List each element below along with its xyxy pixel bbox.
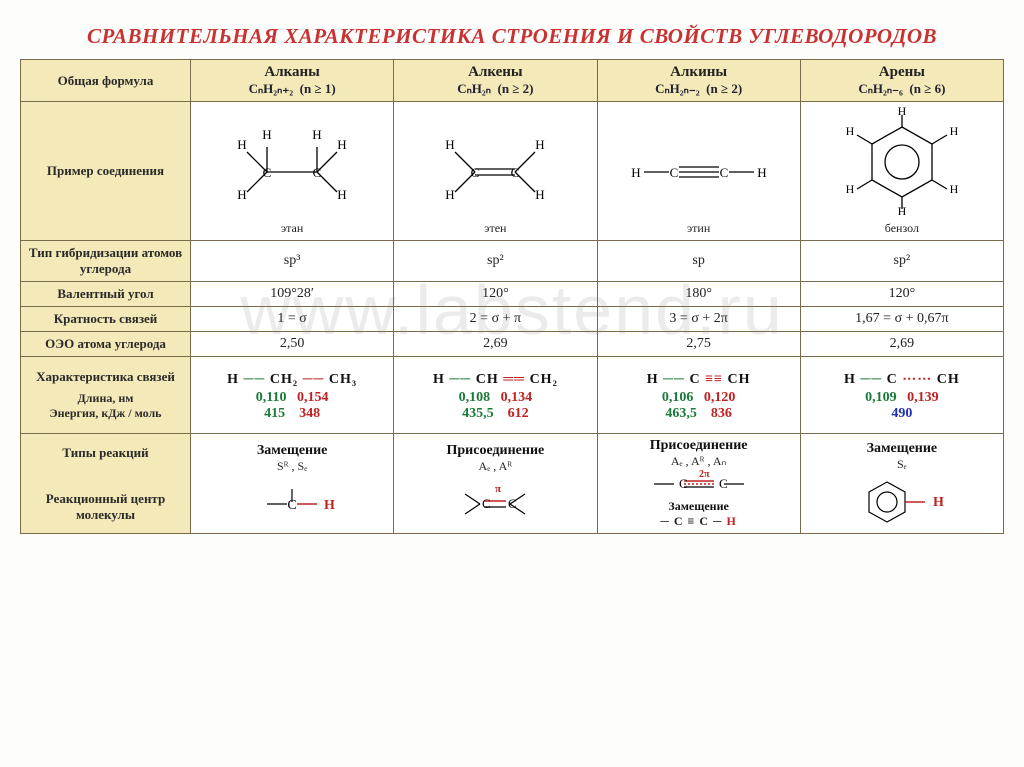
svg-text:H: H (324, 498, 335, 513)
svg-text:C: C (263, 165, 272, 180)
eneg-0: 2,50 (191, 332, 394, 357)
example-benzene: HH HH HH бензол (800, 102, 1003, 241)
svg-text:H: H (631, 165, 640, 180)
rxn-2: Присоединение Aₑ , Aᴿ , Aₙ CC 2π Замещен… (597, 434, 800, 534)
svg-text:H: H (337, 137, 346, 152)
eneg-2: 2,75 (597, 332, 800, 357)
eneg-1: 2,69 (394, 332, 597, 357)
svg-text:H: H (898, 204, 907, 217)
svg-text:H: H (446, 187, 455, 202)
angle-1: 120° (394, 282, 597, 307)
svg-text:C: C (719, 165, 728, 180)
svg-text:H: H (846, 124, 855, 138)
row-eneg-label: ОЭО атома углерода (21, 332, 191, 357)
col-arenes: Арены CₙH₂ₙ₋₆ (n ≥ 6) (800, 60, 1003, 102)
row-example-label: Пример соединения (21, 102, 191, 241)
svg-text:H: H (337, 187, 346, 202)
col-alkenes: Алкены CₙH₂ₙ (n ≥ 2) (394, 60, 597, 102)
svg-text:C: C (511, 165, 520, 180)
angle-0: 109°28′ (191, 282, 394, 307)
col-alkynes: Алкины CₙH₂ₙ₋₂ (n ≥ 2) (597, 60, 800, 102)
row-bondchar-label: Характеристика связей Длина, нм Энергия,… (21, 357, 191, 434)
bondchar-2: H ── C ≡≡ CH 0,106 0,120 463,5 836 (597, 357, 800, 434)
angle-2: 180° (597, 282, 800, 307)
svg-text:H: H (446, 137, 455, 152)
bondchar-1: H ── CH ══ CH₂ 0,108 0,134 435,5 612 (394, 357, 597, 434)
svg-text:H: H (237, 137, 246, 152)
svg-text:C: C (719, 476, 728, 491)
hybrid-1: sp² (394, 241, 597, 282)
svg-text:C: C (313, 165, 322, 180)
angle-3: 120° (800, 282, 1003, 307)
col-alkanes: Алканы CₙH₂ₙ₊₂ (n ≥ 1) (191, 60, 394, 102)
example-ethyne: HCCH этин (597, 102, 800, 241)
bondchar-0: H ── CH₂ ── CH₃ 0,110 0,154 415 348 (191, 357, 394, 434)
page-title: СРАВНИТЕЛЬНАЯ ХАРАКТЕРИСТИКА СТРОЕНИЯ И … (20, 24, 1004, 49)
hybrid-2: sp (597, 241, 800, 282)
svg-text:H: H (536, 137, 545, 152)
example-ethane: CC HHH HHH этан (191, 102, 394, 241)
svg-text:C: C (482, 496, 491, 511)
mult-2: 3 = σ + 2π (597, 307, 800, 332)
row-angle-label: Валентный угол (21, 282, 191, 307)
example-ethene: CC HH HH этен (394, 102, 597, 241)
svg-text:H: H (950, 124, 959, 138)
row-rxn-label: Типы реакций Реакционный центр молекулы (21, 434, 191, 534)
row-hybrid-label: Тип гибридизации атомов углерода (21, 241, 191, 282)
mult-0: 1 = σ (191, 307, 394, 332)
svg-text:H: H (757, 165, 766, 180)
row-mult-label: Кратность связей (21, 307, 191, 332)
svg-text:H: H (536, 187, 545, 202)
svg-text:H: H (262, 127, 271, 142)
svg-text:H: H (846, 182, 855, 196)
svg-text:C: C (508, 496, 517, 511)
svg-text:H: H (950, 182, 959, 196)
hybrid-0: sp³ (191, 241, 394, 282)
svg-text:2π: 2π (699, 469, 710, 480)
svg-text:C: C (471, 165, 480, 180)
svg-text:C: C (287, 498, 296, 513)
bondchar-3: H ── C ⋯⋯ CH 0,109 0,139 490 (800, 357, 1003, 434)
svg-text:H: H (237, 187, 246, 202)
rxn-3: Замещение Sₑ H (800, 434, 1003, 534)
hybrid-3: sp² (800, 241, 1003, 282)
svg-text:H: H (898, 107, 907, 118)
svg-text:C: C (669, 165, 678, 180)
mult-1: 2 = σ + π (394, 307, 597, 332)
header-formula-label: Общая формула (21, 60, 191, 102)
svg-text:H: H (312, 127, 321, 142)
rxn-0: Замещение Sᴿ , Sₑ C H (191, 434, 394, 534)
svg-text:C: C (679, 476, 688, 491)
svg-text:π: π (495, 483, 501, 495)
mult-3: 1,67 = σ + 0,67π (800, 307, 1003, 332)
rxn-1: Присоединение Aₑ , Aᴿ CC π (394, 434, 597, 534)
eneg-3: 2,69 (800, 332, 1003, 357)
svg-text:H: H (933, 495, 944, 510)
comparison-table: Общая формула Алканы CₙH₂ₙ₊₂ (n ≥ 1) Алк… (20, 59, 1004, 534)
